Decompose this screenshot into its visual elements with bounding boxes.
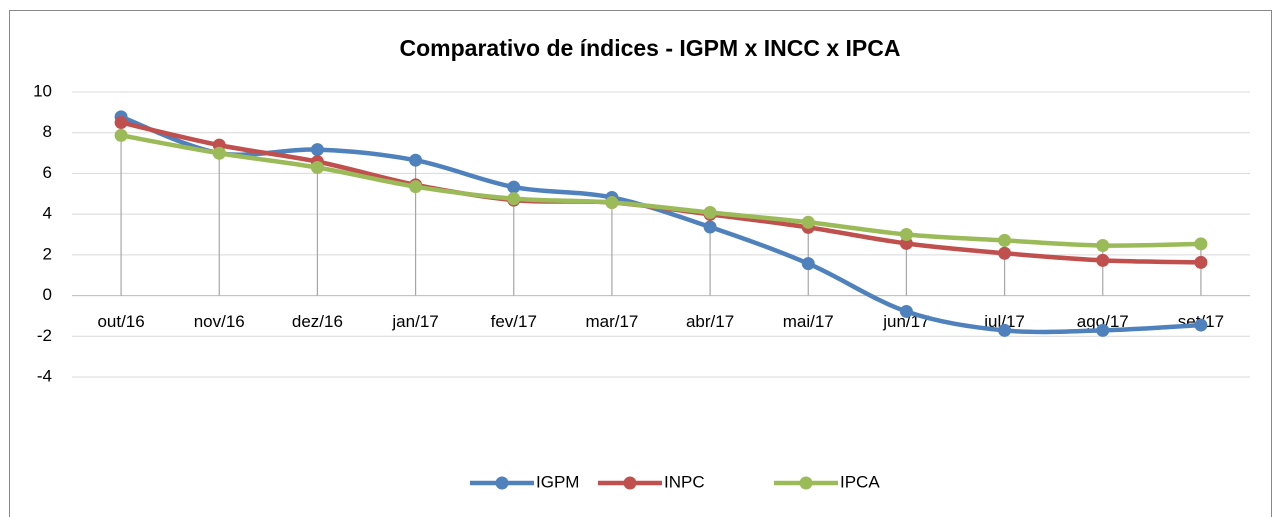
chart-border: [9, 10, 1272, 517]
point: [1096, 238, 1110, 252]
series-line: [120, 133, 1201, 248]
y-tick-label: 0: [43, 285, 52, 304]
legend-marker: [799, 476, 813, 490]
x-tick-label: out/16: [97, 312, 144, 331]
point: [507, 192, 521, 206]
x-tick-label: nov/16: [194, 312, 245, 331]
point: [998, 323, 1012, 337]
point: [998, 233, 1012, 247]
point: [703, 206, 717, 220]
point: [801, 215, 815, 229]
point: [1096, 253, 1110, 267]
y-tick-label: -2: [37, 326, 52, 345]
point: [409, 180, 423, 194]
x-tick-label: dez/16: [292, 312, 343, 331]
x-tick-label: mar/17: [585, 312, 638, 331]
point: [409, 153, 423, 167]
y-tick-label: 6: [43, 163, 52, 182]
point: [310, 161, 324, 175]
point: [605, 196, 619, 210]
x-tick-label: jan/17: [391, 312, 438, 331]
x-tick-label: jul/17: [983, 312, 1025, 331]
x-tick-label: ago/17: [1077, 312, 1129, 331]
point: [899, 304, 913, 318]
x-tick-label: mai/17: [783, 312, 834, 331]
x-tick-label: abr/17: [686, 312, 734, 331]
point: [801, 257, 815, 271]
y-tick-label: 2: [43, 244, 52, 263]
legend-label: IPCA: [840, 472, 880, 491]
y-tick-label: 4: [43, 204, 52, 223]
point: [507, 180, 521, 194]
point: [899, 236, 913, 250]
point: [114, 116, 128, 130]
y-tick-label: -4: [37, 366, 52, 385]
point: [114, 128, 128, 142]
x-tick-label: fev/17: [491, 312, 537, 331]
legend-marker: [495, 476, 509, 490]
legend-label: INPC: [664, 472, 705, 491]
point: [212, 146, 226, 160]
point: [1096, 323, 1110, 337]
point: [703, 220, 717, 234]
legend-label: IGPM: [536, 472, 579, 491]
point: [1194, 237, 1208, 251]
point: [1194, 255, 1208, 269]
y-tick-label: 10: [33, 81, 52, 100]
point: [899, 228, 913, 241]
y-tick-label: 8: [43, 122, 52, 141]
point: [1194, 318, 1208, 332]
chart-title: Comparativo de índices - IGPM x INCC x I…: [400, 35, 901, 61]
point: [310, 143, 324, 157]
point: [998, 246, 1012, 260]
legend-marker: [623, 476, 637, 490]
